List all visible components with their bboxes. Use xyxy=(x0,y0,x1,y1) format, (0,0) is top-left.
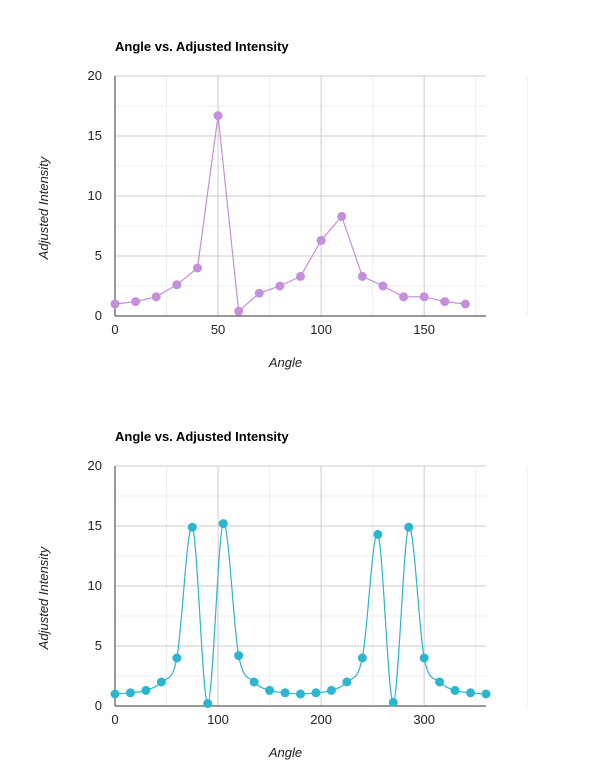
data-point xyxy=(203,699,213,709)
data-point xyxy=(234,651,244,661)
y-tick-label: 20 xyxy=(88,458,102,473)
x-tick-label: 200 xyxy=(310,712,332,727)
data-point xyxy=(419,292,429,302)
data-point xyxy=(151,292,161,302)
data-point xyxy=(399,292,409,302)
data-point xyxy=(388,697,398,707)
data-point xyxy=(275,281,285,291)
data-point xyxy=(357,271,367,281)
data-point xyxy=(311,688,321,698)
x-tick-label: 100 xyxy=(207,712,229,727)
y-tick-label: 15 xyxy=(88,518,102,533)
x-tick-label: 300 xyxy=(413,712,435,727)
data-point xyxy=(316,235,326,245)
y-tick-label: 10 xyxy=(88,578,102,593)
x-tick-label: 0 xyxy=(111,712,118,727)
data-point xyxy=(440,297,450,307)
data-point xyxy=(296,689,305,699)
data-point xyxy=(254,288,264,298)
data-point xyxy=(435,677,445,687)
data-point xyxy=(156,677,166,687)
chart-title: Angle vs. Adjusted Intensity xyxy=(115,39,289,54)
data-point xyxy=(218,519,228,529)
data-point xyxy=(265,685,275,695)
x-tick-label: 100 xyxy=(310,322,332,337)
data-point xyxy=(296,271,305,281)
data-point xyxy=(110,299,120,309)
data-point xyxy=(110,689,120,699)
data-point xyxy=(326,685,336,695)
data-point xyxy=(450,685,460,695)
data-point xyxy=(466,688,476,698)
data-point xyxy=(234,306,244,316)
data-point xyxy=(141,685,151,695)
data-point xyxy=(404,522,414,532)
y-tick-label: 20 xyxy=(88,68,102,83)
data-point xyxy=(213,111,223,121)
y-tick-label: 0 xyxy=(95,308,102,323)
x-tick-label: 150 xyxy=(413,322,435,337)
data-point xyxy=(357,653,367,663)
y-tick-label: 5 xyxy=(95,248,102,263)
data-point xyxy=(125,688,135,698)
y-tick-label: 10 xyxy=(88,188,102,203)
x-axis-title: Angle xyxy=(268,355,302,370)
data-point xyxy=(419,653,429,663)
data-point xyxy=(131,297,141,307)
data-point xyxy=(373,529,383,539)
x-tick-label: 50 xyxy=(211,322,225,337)
series-line xyxy=(114,115,466,313)
series-line xyxy=(114,522,487,705)
data-point xyxy=(378,281,388,291)
data-point xyxy=(342,677,352,687)
data-point xyxy=(187,522,197,532)
data-point xyxy=(172,280,182,290)
y-axis-title: Adjusted Intensity xyxy=(36,155,51,260)
data-point xyxy=(192,263,202,273)
chart-top: Angle vs. Adjusted Intensity 0 5 10 15 20 0 50 1… xyxy=(36,39,528,370)
y-tick-label: 5 xyxy=(95,638,102,653)
data-point xyxy=(460,299,470,309)
y-axis-title: Adjusted Intensity xyxy=(36,545,51,650)
x-axis-title: Angle xyxy=(268,745,302,760)
y-tick-label: 0 xyxy=(95,698,102,713)
data-point xyxy=(481,689,491,699)
chart-title: Angle vs. Adjusted Intensity xyxy=(115,429,289,444)
y-tick-label: 15 xyxy=(88,128,102,143)
data-point xyxy=(249,677,259,687)
data-point xyxy=(337,211,347,221)
x-tick-label: 0 xyxy=(111,322,118,337)
data-point xyxy=(172,653,182,663)
data-point xyxy=(280,688,290,698)
